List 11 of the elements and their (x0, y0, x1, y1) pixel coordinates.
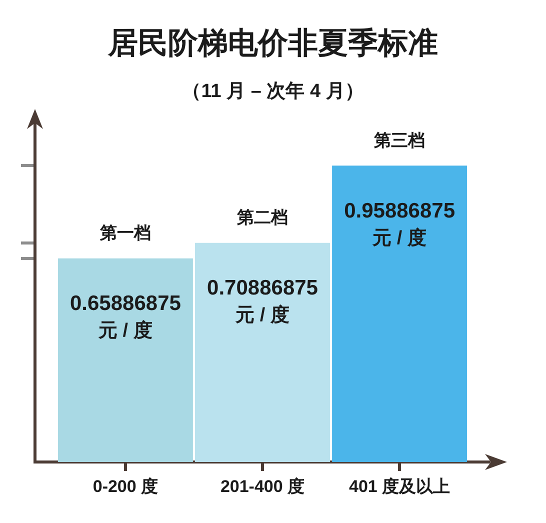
data-label: 0.65886875 元 / 度 (70, 292, 182, 342)
annotation: 第二档 (236, 208, 288, 228)
annotation: 第三档 (373, 130, 426, 150)
chart-subtitle: （11 月 – 次年 4 月） (181, 80, 365, 104)
x-tick-label: 0-200 度 (92, 476, 158, 496)
chart-title: 居民阶梯电价非夏季标准 (106, 26, 439, 62)
annotation: 第一档 (98, 224, 151, 243)
x-tick-label: 201-400 度 (220, 476, 305, 496)
data-label: 0.70886875 元 / 度 (207, 276, 318, 326)
data-label: 0.95886875 元 / 度 (344, 199, 456, 249)
x-tick-label: 401 度及以上 (349, 476, 450, 496)
